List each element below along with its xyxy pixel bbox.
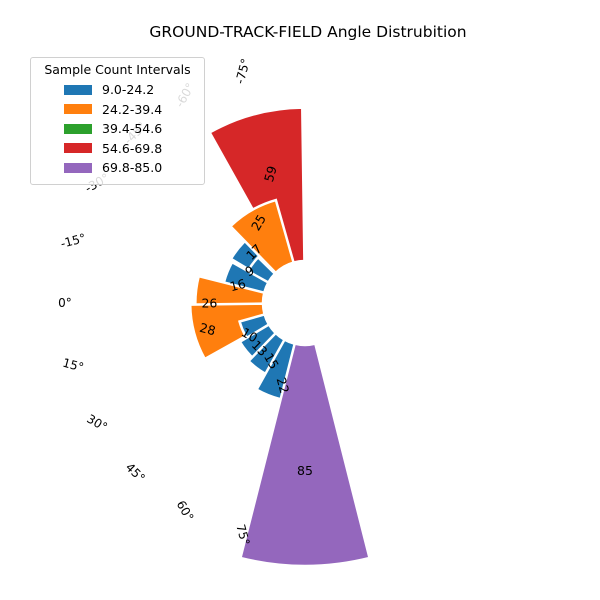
value-label-7: 15 [261, 350, 282, 371]
legend-item-4: 69.8-85.0 [31, 158, 204, 178]
legend-title: Sample Count Intervals [44, 62, 191, 77]
angle-label-6: 15° [61, 356, 85, 375]
value-label-11: 25 [248, 212, 269, 233]
bar-11 [228, 198, 296, 275]
angle-label-9: 60° [174, 498, 197, 523]
legend-label-1: 24.2-39.4 [102, 101, 163, 117]
value-label-8: 22 [274, 376, 293, 395]
value-label-2: 16 [228, 276, 247, 295]
legend-swatch-2 [64, 123, 92, 134]
chart-title: GROUND-TRACK-FIELD Angle Distrubition [149, 23, 466, 41]
legend-label-3: 54.6-69.8 [102, 140, 163, 156]
legend-swatch-1 [64, 104, 92, 115]
legend-label-2: 39.4-54.6 [102, 121, 163, 137]
value-label-9: 85 [297, 463, 313, 478]
legend-item-3: 54.6-69.8 [31, 139, 204, 159]
bar-4 [188, 302, 271, 361]
legend-item-1: 24.2-39.4 [31, 100, 204, 120]
angle-label-10: 75° [233, 523, 252, 547]
legend-swatch-3 [64, 143, 92, 154]
angle-label-8: 45° [123, 460, 148, 485]
legend-item-0: 9.0-24.2 [31, 80, 204, 100]
bars-layer [188, 106, 372, 568]
bar-9 [238, 342, 372, 568]
value-label-10: 59 [261, 164, 280, 183]
angle-label-5: 0° [58, 296, 72, 310]
value-label-3: 26 [201, 296, 217, 311]
legend-item-2: 39.4-54.6 [31, 119, 204, 139]
angle-label-0: -75° [233, 57, 253, 85]
legend-swatch-0 [64, 84, 92, 95]
legend-label-0: 9.0-24.2 [102, 82, 155, 98]
legend: Sample Count Intervals 9.0-24.2 24.2-39.4… [30, 57, 205, 185]
angle-label-4: -15° [59, 231, 87, 251]
value-label-5: 10 [239, 325, 260, 346]
angle-label-7: 30° [84, 412, 109, 435]
legend-swatch-4 [64, 162, 92, 173]
legend-label-4: 69.8-85.0 [102, 160, 163, 176]
legend-items: 9.0-24.2 24.2-39.4 39.4-54.6 54.6-69.8 69.8-… [31, 80, 204, 178]
value-label-4: 28 [198, 320, 217, 339]
